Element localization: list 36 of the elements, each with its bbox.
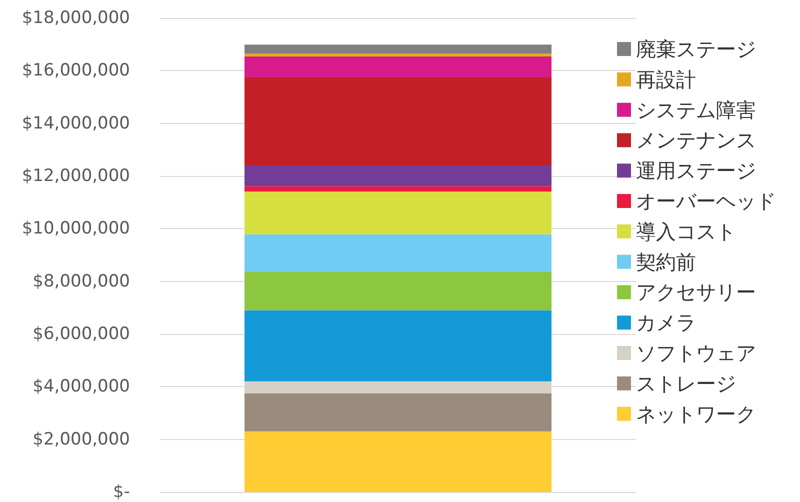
legend-label: 再設計 <box>636 67 696 92</box>
legend-label: 契約前 <box>636 250 696 274</box>
bar <box>244 192 552 234</box>
legend-label: ソフトウェア <box>636 341 756 365</box>
y-tick-label: $12,000,000 <box>22 166 130 186</box>
bar <box>244 234 552 272</box>
legend-label: アクセサリー <box>636 280 756 304</box>
y-tick-label: $2,000,000 <box>32 429 130 450</box>
y-tick-label: $14,000,000 <box>22 113 130 134</box>
bar <box>244 165 552 186</box>
legend-label: システム障害 <box>636 98 756 122</box>
legend-label: 廃棄ステージ <box>636 37 756 61</box>
bar <box>244 78 552 166</box>
legend-label: ストレージ <box>636 371 736 396</box>
legend-label: 導入コスト <box>636 219 736 244</box>
bar <box>244 381 552 394</box>
legend-label: オーバーヘッド <box>636 189 776 213</box>
legend-label: カメラ <box>636 310 696 335</box>
y-tick-label: $16,000,000 <box>22 60 130 81</box>
bar <box>244 186 552 192</box>
y-tick-label: $4,000,000 <box>32 376 130 397</box>
legend-label: ネットワーク <box>636 402 756 426</box>
legend-label: 運用ステージ <box>636 158 756 183</box>
y-tick-label: $8,000,000 <box>32 271 130 292</box>
bar <box>244 271 552 310</box>
y-tick-label: $6,000,000 <box>32 324 130 344</box>
bar <box>244 56 552 78</box>
bar <box>244 310 552 382</box>
y-tick-label: $18,000,000 <box>22 8 130 28</box>
bar <box>244 393 552 432</box>
y-tick-label: $- <box>113 482 130 502</box>
bar <box>244 431 552 492</box>
bar <box>244 54 552 56</box>
legend-label: メンテナンス <box>636 128 756 152</box>
y-tick-label: $10,000,000 <box>22 218 130 239</box>
bar <box>244 44 552 54</box>
